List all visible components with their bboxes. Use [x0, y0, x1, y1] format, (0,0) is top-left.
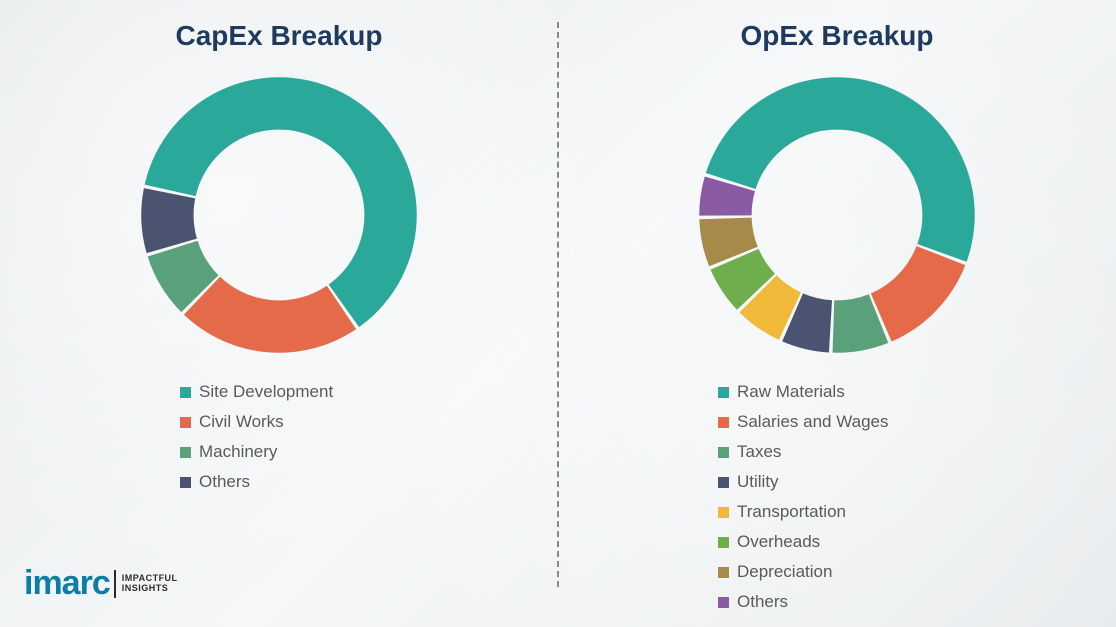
legend-label: Others	[737, 592, 788, 612]
legend-item: Others	[180, 472, 333, 492]
donut-slice	[871, 246, 965, 341]
logo-brand-text: imarc	[24, 564, 110, 603]
capex-legend: Site Development Civil Works Machinery Othe…	[180, 382, 333, 502]
legend-swatch	[718, 597, 729, 608]
legend-swatch	[180, 477, 191, 488]
legend-item: Depreciation	[718, 562, 889, 582]
opex-panel: OpEx Breakup Raw Materials Salaries and W…	[558, 0, 1116, 627]
legend-swatch	[718, 567, 729, 578]
legend-item: Raw Materials	[718, 382, 889, 402]
donut-slice	[184, 277, 356, 353]
legend-swatch	[180, 417, 191, 428]
legend-swatch	[718, 387, 729, 398]
legend-swatch	[718, 417, 729, 428]
legend-item: Others	[718, 592, 889, 612]
capex-panel: CapEx Breakup Site Development Civil Work…	[0, 0, 558, 627]
legend-label: Utility	[737, 472, 779, 492]
vertical-divider	[557, 22, 559, 587]
donut-slice	[141, 188, 197, 253]
legend-label: Transportation	[737, 502, 846, 522]
legend-item: Transportation	[718, 502, 889, 522]
legend-swatch	[180, 387, 191, 398]
logo-separator	[114, 570, 116, 598]
legend-label: Machinery	[199, 442, 277, 462]
legend-label: Depreciation	[737, 562, 832, 582]
opex-legend: Raw Materials Salaries and Wages Taxes Util…	[718, 382, 889, 622]
logo-tagline-line1: IMPACTFUL	[122, 573, 178, 583]
capex-donut-svg	[134, 70, 424, 360]
legend-swatch	[180, 447, 191, 458]
legend-label: Civil Works	[199, 412, 284, 432]
legend-item: Salaries and Wages	[718, 412, 889, 432]
legend-item: Machinery	[180, 442, 333, 462]
charts-container: CapEx Breakup Site Development Civil Work…	[0, 0, 1116, 627]
capex-title: CapEx Breakup	[176, 20, 383, 52]
opex-title: OpEx Breakup	[741, 20, 934, 52]
legend-item: Overheads	[718, 532, 889, 552]
legend-swatch	[718, 507, 729, 518]
brand-logo: imarc IMPACTFUL INSIGHTS	[24, 564, 178, 603]
legend-item: Utility	[718, 472, 889, 492]
legend-swatch	[718, 477, 729, 488]
legend-label: Overheads	[737, 532, 820, 552]
legend-label: Site Development	[199, 382, 333, 402]
legend-item: Civil Works	[180, 412, 333, 432]
legend-item: Taxes	[718, 442, 889, 462]
legend-label: Taxes	[737, 442, 781, 462]
opex-donut-svg	[692, 70, 982, 360]
logo-tagline: IMPACTFUL INSIGHTS	[122, 574, 178, 594]
opex-donut-chart	[692, 70, 982, 360]
legend-label: Raw Materials	[737, 382, 845, 402]
legend-swatch	[718, 537, 729, 548]
logo-tagline-line2: INSIGHTS	[122, 583, 169, 593]
legend-swatch	[718, 447, 729, 458]
capex-donut-chart	[134, 70, 424, 360]
legend-item: Site Development	[180, 382, 333, 402]
legend-label: Others	[199, 472, 250, 492]
legend-label: Salaries and Wages	[737, 412, 889, 432]
